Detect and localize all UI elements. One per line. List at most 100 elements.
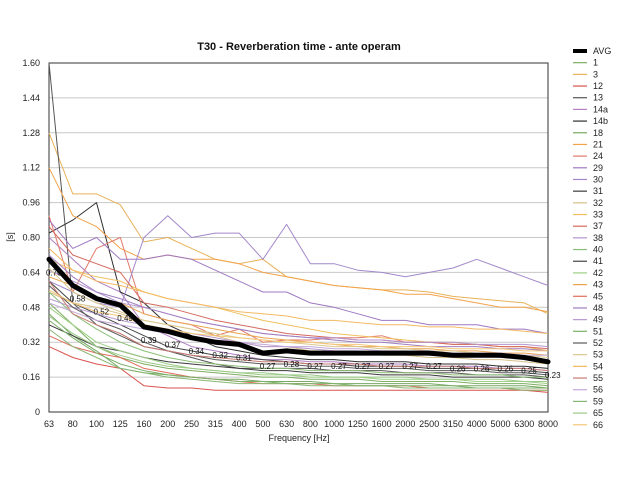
legend-entry: 52 xyxy=(593,338,603,348)
avg-data-label: 0.27 xyxy=(307,362,323,371)
x-axis-label: Frequency [Hz] xyxy=(268,433,329,443)
y-tick-label: 1.12 xyxy=(22,163,40,173)
legend-entry: AVG xyxy=(593,46,611,56)
series-line-48 xyxy=(48,254,549,352)
y-axis-ticks: 0 0.16 0.32 0.48 0.64 0.80 0.96 1.12 1.28 1.44 1.6… xyxy=(22,58,40,417)
series-line-66 xyxy=(48,289,548,352)
legend-entry: 13 xyxy=(593,93,603,103)
series-line-51 xyxy=(48,319,548,389)
series-line-55 xyxy=(48,280,549,372)
legend-entry: 53 xyxy=(593,350,603,360)
legend-entry: 66 xyxy=(593,420,603,430)
legend-entry: 14a xyxy=(593,104,608,114)
series-line-40 xyxy=(48,291,548,378)
series-line-37 xyxy=(48,226,549,350)
legend-entry: 18 xyxy=(593,128,603,138)
avg-data-label: 0.23 xyxy=(545,371,561,380)
legend-entry: 43 xyxy=(593,280,603,290)
legend-entry: 21 xyxy=(593,139,603,149)
y-tick-label: 0.80 xyxy=(22,233,40,243)
series-line-42 xyxy=(48,306,549,385)
legend-entry: 42 xyxy=(593,268,603,278)
x-tick-label: 250 xyxy=(184,419,199,429)
x-tick-label: 2500 xyxy=(419,419,439,429)
avg-data-label: 0.27 xyxy=(402,362,418,371)
avg-data-label: 0.32 xyxy=(212,351,228,360)
avg-data-label: 0.31 xyxy=(236,353,252,362)
legend-entry: 12 xyxy=(593,81,603,91)
legend-entry: 59 xyxy=(593,396,603,406)
x-tick-label: 100 xyxy=(89,419,104,429)
x-tick-label: 1250 xyxy=(348,419,368,429)
y-tick-label: 0.96 xyxy=(22,198,40,208)
legend-entry: 29 xyxy=(593,163,603,173)
avg-data-label: 0.27 xyxy=(260,362,276,371)
series-line-59 xyxy=(48,328,548,391)
avg-series: 0.70 0.58 0.52 0.49 0.39 0.37 0.34 0.32 0.31 0.27… xyxy=(46,256,561,380)
y-tick-label: 0 xyxy=(35,407,40,417)
legend-entry: 55 xyxy=(593,373,603,383)
series-line-29 xyxy=(48,219,549,334)
legend: AVG13121314a14b1821242930313233373840414… xyxy=(573,46,611,430)
legend-entry: 1 xyxy=(593,58,598,68)
series-line-14b xyxy=(48,202,549,369)
x-tick-label: 1000 xyxy=(324,419,344,429)
legend-entry: 41 xyxy=(593,256,603,266)
x-tick-label: 315 xyxy=(208,419,223,429)
x-tick-label: 160 xyxy=(137,419,152,429)
avg-data-label: 0.27 xyxy=(379,362,395,371)
avg-data-label: 0.70 xyxy=(46,268,62,277)
series-line-43 xyxy=(48,276,549,356)
series-lines xyxy=(48,62,549,393)
x-tick-label: 1600 xyxy=(372,419,392,429)
series-line-30 xyxy=(48,215,549,308)
avg-data-label: 0.26 xyxy=(497,364,513,373)
legend-entry: 30 xyxy=(593,174,603,184)
legend-entry: 54 xyxy=(593,361,603,371)
legend-entry: 14b xyxy=(593,116,608,126)
y-tick-label: 0.48 xyxy=(22,302,40,312)
avg-data-label: 0.27 xyxy=(426,362,442,371)
avg-data-label: 0.37 xyxy=(165,340,181,349)
avg-data-label: 0.28 xyxy=(284,360,300,369)
avg-data-label: 0.25 xyxy=(521,366,537,375)
legend-entry: 3 xyxy=(593,69,598,79)
avg-data-label: 0.27 xyxy=(355,362,371,371)
x-axis-ticks: 63 80 100 125 160 200 250 315 400 500 630 800 1000 12… xyxy=(44,419,558,429)
x-tick-label: 4000 xyxy=(467,419,487,429)
x-tick-label: 400 xyxy=(232,419,247,429)
avg-data-label: 0.26 xyxy=(474,364,490,373)
legend-entry: 49 xyxy=(593,315,603,325)
series-line-52 xyxy=(48,285,549,376)
avg-data-label: 0.27 xyxy=(331,362,347,371)
legend-entry: 32 xyxy=(593,198,603,208)
avg-data-label: 0.34 xyxy=(189,347,205,356)
legend-entry: 24 xyxy=(593,151,603,161)
x-tick-label: 63 xyxy=(44,419,54,429)
y-tick-label: 1.44 xyxy=(22,93,40,103)
avg-line xyxy=(46,256,551,365)
series-line-65 xyxy=(48,315,548,382)
legend-entry: 65 xyxy=(593,408,603,418)
legend-entry: 56 xyxy=(593,385,603,395)
y-tick-label: 1.60 xyxy=(22,58,40,68)
avg-data-label: 0.26 xyxy=(450,364,466,373)
legend-entry: 40 xyxy=(593,245,603,255)
legend-entry: 37 xyxy=(593,221,603,231)
series-line-13 xyxy=(48,62,549,378)
y-tick-label: 0.16 xyxy=(22,372,40,382)
series-line-1 xyxy=(48,302,549,387)
y-tick-label: 1.28 xyxy=(22,128,40,138)
y-tick-label: 0.32 xyxy=(22,337,40,347)
legend-entry: 45 xyxy=(593,291,603,301)
x-tick-label: 5000 xyxy=(490,419,510,429)
legend-entry: 51 xyxy=(593,326,603,336)
avg-data-label: 0.58 xyxy=(70,294,86,303)
y-tick-label: 0.64 xyxy=(22,267,40,277)
y-axis-label: [s] xyxy=(5,232,15,242)
avg-data-label: 0.49 xyxy=(117,314,133,323)
series-line-12 xyxy=(48,346,549,393)
x-tick-label: 630 xyxy=(279,419,294,429)
legend-entry: 33 xyxy=(593,210,603,220)
